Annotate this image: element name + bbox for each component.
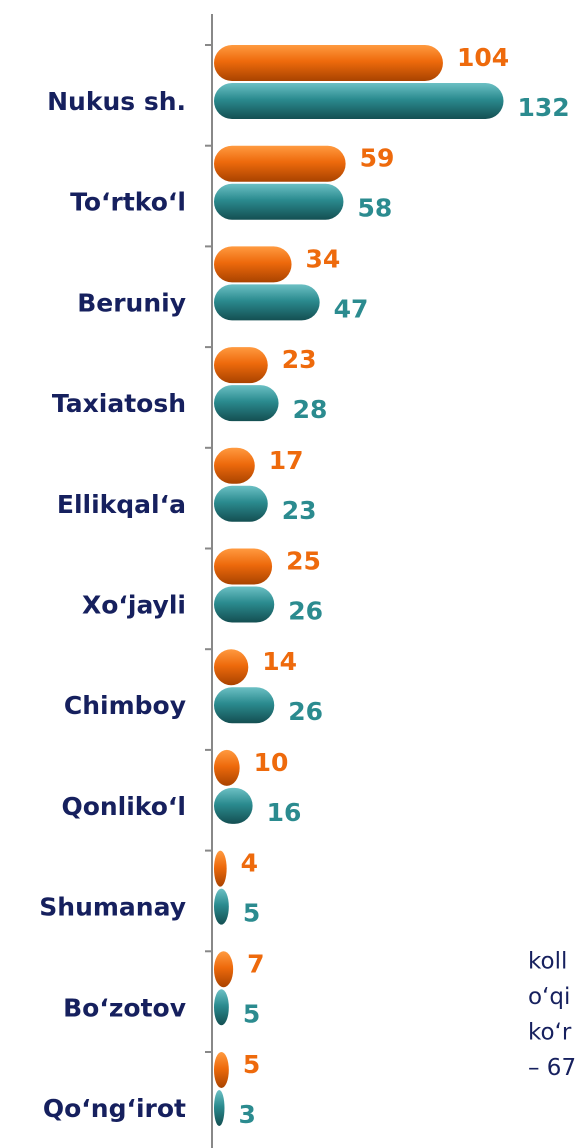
bar xyxy=(214,83,504,119)
bar xyxy=(214,687,275,724)
bar xyxy=(214,548,273,585)
value-label: 47 xyxy=(334,294,369,323)
value-label: 23 xyxy=(282,345,317,374)
value-label: 5 xyxy=(243,899,260,928)
bar xyxy=(214,1052,229,1088)
value-label: 14 xyxy=(262,647,297,676)
annotation: koll xyxy=(528,949,567,975)
bar xyxy=(214,749,240,786)
bar xyxy=(214,183,344,220)
value-label: 5 xyxy=(243,999,260,1028)
category-label: Bo‘zotov xyxy=(63,993,186,1022)
bar xyxy=(214,989,229,1026)
value-label: 59 xyxy=(360,144,395,173)
value-label: 5 xyxy=(243,1050,260,1079)
value-label: 16 xyxy=(267,798,302,827)
annotation: ko‘r xyxy=(528,1020,572,1046)
value-label: 34 xyxy=(306,244,341,273)
value-label: 26 xyxy=(288,697,323,726)
category-label: Ellikqal‘a xyxy=(57,490,186,519)
category-label: Shumanay xyxy=(39,893,186,922)
annotation: o‘qi xyxy=(528,984,570,1010)
value-label: 58 xyxy=(357,194,392,223)
value-label: 4 xyxy=(241,849,258,878)
value-label: 23 xyxy=(282,496,317,525)
value-label: 3 xyxy=(238,1100,255,1129)
bar xyxy=(214,649,249,686)
bar xyxy=(214,951,234,988)
category-label: Qo‘ng‘irot xyxy=(43,1094,186,1123)
category-label: Qonliko‘l xyxy=(61,792,186,821)
bar xyxy=(214,284,320,321)
bar xyxy=(214,1090,225,1126)
value-label: 25 xyxy=(286,547,321,576)
value-label: 132 xyxy=(518,93,570,122)
bar xyxy=(214,385,279,422)
bar xyxy=(214,850,227,887)
value-label: 104 xyxy=(457,43,509,72)
bar xyxy=(214,787,253,824)
bar xyxy=(214,145,346,182)
annotation: – 67 xyxy=(528,1055,576,1081)
bar xyxy=(214,45,443,81)
value-label: 7 xyxy=(247,949,264,978)
value-label: 28 xyxy=(293,395,328,424)
bar xyxy=(214,888,229,925)
category-label: Xo‘jayli xyxy=(82,591,186,620)
category-label: Nukus sh. xyxy=(47,87,186,116)
bar xyxy=(214,586,275,623)
category-label: To‘rtko‘l xyxy=(70,188,186,217)
bar xyxy=(214,246,292,283)
category-label: Taxiatosh xyxy=(52,389,186,418)
category-label: Beruniy xyxy=(77,288,186,317)
value-label: 26 xyxy=(288,597,323,626)
bar xyxy=(214,485,268,522)
bar xyxy=(214,447,255,484)
category-label: Chimboy xyxy=(64,691,186,720)
bar xyxy=(214,347,268,384)
value-label: 17 xyxy=(269,446,304,475)
value-label: 10 xyxy=(254,748,289,777)
